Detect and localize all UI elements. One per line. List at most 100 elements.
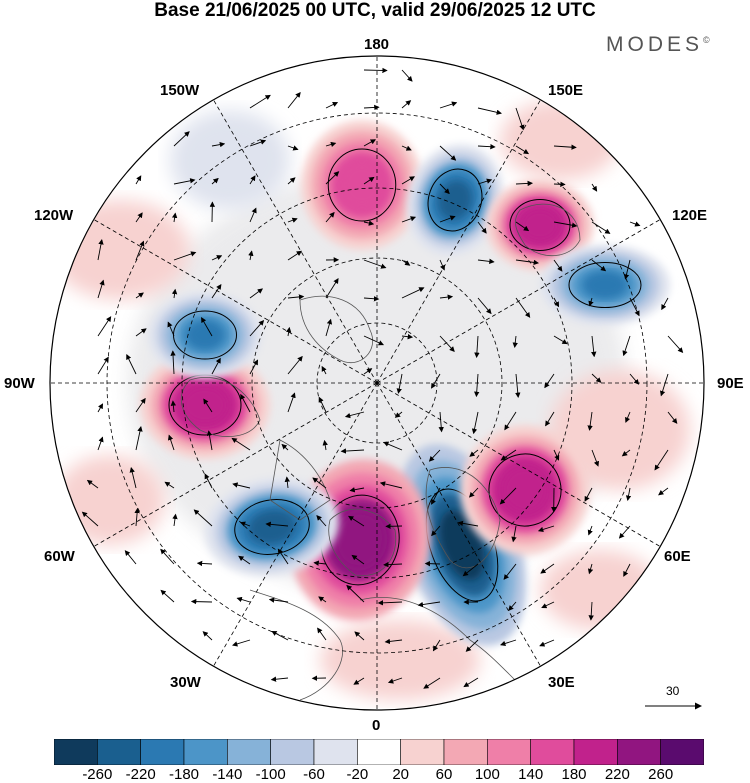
wind-vector-arrow [387,677,403,684]
lon-label-60e: 60E [664,548,691,565]
anomaly-contour [182,386,228,424]
wind-vector-arrow [340,448,365,454]
wind-vector-arrow [423,677,441,689]
wind-vector-arrow [135,397,146,413]
wind-vector-arrow [173,251,197,261]
anomaly-contour [582,270,628,300]
wind-vector-arrow [204,473,213,489]
wind-vector-arrow [135,426,143,451]
wind-vector-arrow [129,467,137,489]
anomaly-contour [248,509,296,545]
wind-vector-arrow [97,239,104,261]
anomaly-contour [502,467,548,513]
weak-anomaly-area [550,370,690,490]
colorbar-swatch [183,739,228,765]
wind-vector-arrow [170,350,176,375]
wind-vector-arrow [384,638,403,645]
colorbar-tick-label: -220 [125,766,156,783]
wind-vector-arrow [325,211,335,223]
wind-vector-arrow [545,411,555,427]
map-boundary [49,55,705,711]
wind-vector-arrow [160,548,175,565]
wind-vector-arrow [313,560,327,566]
wind-vector-arrow [325,278,339,299]
wind-vector-arrow [167,434,175,451]
wind-vector-arrow [363,176,375,185]
wind-vector-arrow [265,521,289,528]
wind-vector-arrow [515,373,521,398]
wind-vector-arrow [363,296,380,302]
wind-vector-arrow [171,288,178,299]
colorbar-tick-label: 180 [561,766,587,783]
wind-vector-arrow [249,94,271,109]
wind-vector-arrow [351,554,365,565]
wind-vector-arrow [401,259,411,266]
wind-vector-arrow [431,525,441,537]
wind-vector-arrow [463,677,479,688]
wind-vector-arrow [97,403,104,413]
wind-vector-arrow [553,259,563,272]
wind-vector-arrow [439,145,457,161]
wind-vector-arrow [287,217,298,223]
wind-vector-arrow [238,555,251,565]
wind-vector-arrow [587,411,593,431]
wind-vector-arrow [588,297,594,307]
wind-vector-arrow [587,525,593,536]
wind-vector-arrow [621,449,631,457]
wind-vector-arrow [629,221,641,227]
colorbar-swatch [97,739,141,765]
wind-vector-arrow [318,396,327,413]
colorbar-tick-label: 60 [435,766,453,783]
wind-vector-arrow [232,482,251,489]
wind-vector-arrow [499,487,517,505]
wind-vector-arrow [86,479,99,489]
wind-vector-arrow [321,365,327,375]
wind-vector-arrow [394,411,403,418]
wind-vector-arrow [438,411,444,433]
wind-vector-arrow [477,178,493,185]
wind-vector-arrow [377,600,403,606]
wind-vector-arrow [439,259,445,271]
wind-vector-arrow [424,560,441,567]
wind-vector-arrow [383,561,403,568]
wind-vector-arrow [471,411,479,435]
wind-vector-arrow [211,283,222,299]
wind-vector-arrow [203,398,213,413]
wind-vector-arrow [659,373,669,397]
wind-vector-arrow [249,288,264,299]
wind-vector-arrow [544,373,555,389]
wind-vector-arrow [318,596,327,603]
wind-vector-arrow [211,177,219,185]
wind-vector-arrow [439,215,456,223]
weak-anomaly-area [170,110,290,210]
wind-vector-arrow [277,548,289,565]
wind-vector-arrow [193,509,213,527]
colorbar-tick-label: 260 [648,766,674,783]
wind-vector-arrow [432,639,441,652]
wind-vector-arrow [500,639,517,647]
wind-vector-arrow [625,411,631,423]
wind-vector-arrow [170,400,177,413]
wind-vector-arrow [474,373,480,398]
wind-vector-arrow [325,318,333,337]
wind-vector-arrow [537,525,555,533]
wind-vector-arrow [439,101,458,109]
wind-vector-arrow [553,221,578,228]
wind-vector-arrow [135,212,143,223]
wind-vector-arrow [135,328,147,337]
wind-vector-arrow [629,297,640,317]
wind-vector-arrow [239,521,251,527]
wind-vector-arrow [401,287,425,299]
wind-vector-arrow [363,104,380,111]
colorbar-tick-label: -100 [255,766,286,783]
weak-anomaly-area [55,455,165,545]
wind-vector-arrow [173,131,190,147]
wind-vector-arrow [135,292,144,299]
wind-vector-arrow [271,630,289,641]
colorbar-tick-label: -260 [82,766,113,783]
wind-vector-arrow [401,216,417,223]
lon-label-30e: 30E [548,674,575,691]
wind-vector-arrow [515,259,539,266]
lon-label-120w: 120W [34,207,74,224]
